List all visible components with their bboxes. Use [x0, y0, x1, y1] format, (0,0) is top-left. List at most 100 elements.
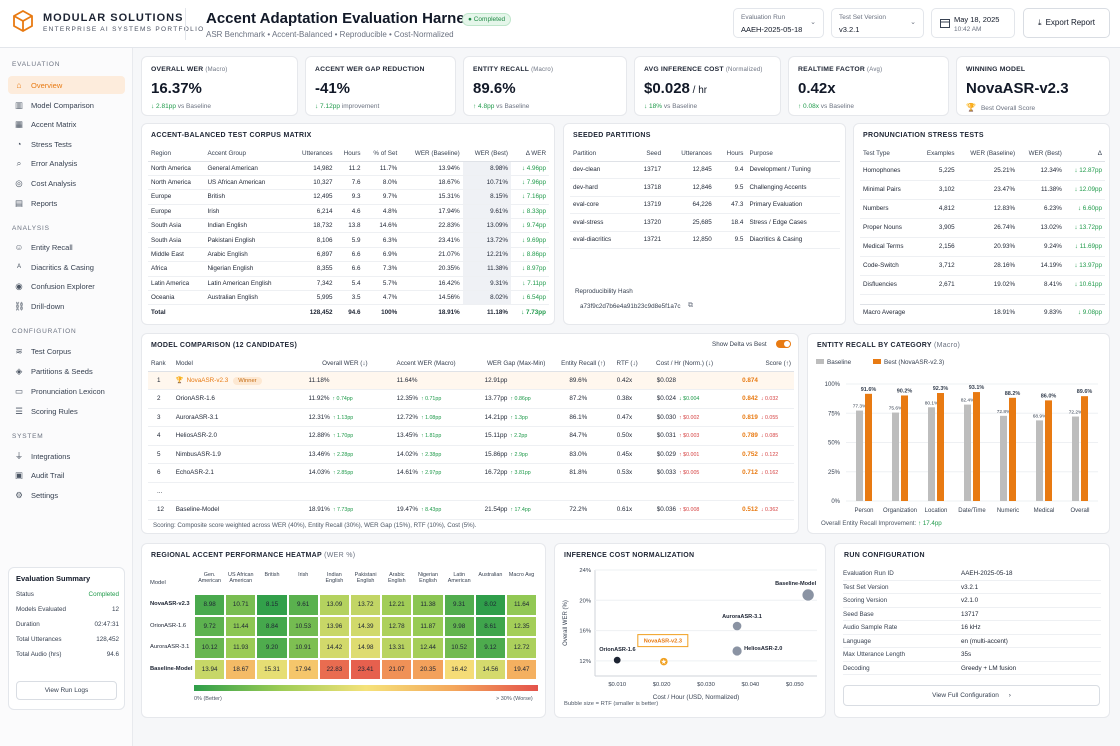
heatmap-cell[interactable]: 8.15	[256, 594, 288, 616]
sidebar-item-drill-down[interactable]: ⛓ Drill-down	[8, 297, 125, 315]
heatmap-cell[interactable]: 9.72	[194, 615, 226, 637]
sidebar-item-error-analysis[interactable]: ⌕ Error Analysis	[8, 154, 125, 172]
scatter-point[interactable]	[731, 620, 743, 632]
heatmap-cell[interactable]: 12.78	[381, 615, 413, 637]
date-picker[interactable]: May 18, 2025 10:42 AM	[931, 8, 1015, 38]
brand-name: MODULAR SOLUTIONS	[43, 12, 184, 24]
sidebar-item-overview[interactable]: ⌂ Overview	[8, 76, 125, 94]
heatmap-cell[interactable]: 11.87	[412, 615, 444, 637]
sidebar-item-settings[interactable]: ⚙ Settings	[8, 486, 125, 504]
scatter-point[interactable]	[613, 655, 622, 665]
scatter-point[interactable]	[801, 588, 815, 602]
model-row[interactable]: 2 OrionASR-1.6 11.92% ↑ 0.74pp 12.35% ↑ 0.71p…	[148, 389, 794, 409]
eval-run-select[interactable]: Evaluation Run AAEH-2025-05-18 ⌄	[733, 8, 824, 38]
heatmap-cell[interactable]: 10.53	[287, 615, 319, 637]
view-full-configuration-button[interactable]: View Full Configuration ›	[843, 685, 1100, 706]
model-row[interactable]: 3 AuroraASR-3.1 12.31% ↑ 1.13pp 12.72% ↑ 1.08…	[148, 408, 794, 427]
sidebar-item-integrations[interactable]: ⏚ Integrations	[8, 447, 125, 465]
cost-footnote: Bubble size = RTF (smaller is better)	[564, 701, 659, 707]
sidebar-item-audit-trail[interactable]: ▣ Audit Trail	[8, 466, 125, 484]
table-cell: Homophones	[860, 161, 918, 181]
heatmap-cell[interactable]: 10.91	[287, 637, 319, 659]
sidebar-item-stress-tests[interactable]: ◔ Stress Tests	[8, 135, 125, 153]
test-set-select[interactable]: Test Set Version v3.2.1 ⌄	[831, 8, 924, 38]
heatmap-cell[interactable]: 8.61	[474, 615, 506, 637]
heatmap-cell[interactable]: 22.83	[318, 658, 350, 680]
heatmap-cell[interactable]: 14.98	[350, 637, 382, 659]
heatmap-cell[interactable]: 13.96	[318, 615, 350, 637]
copy-icon[interactable]: ⧉	[688, 302, 693, 309]
scatter-point[interactable]	[731, 645, 743, 657]
heatmap-cell[interactable]: 11.44	[225, 615, 257, 637]
sidebar-item-scoring-rules[interactable]: ☰ Scoring Rules	[8, 402, 125, 420]
model-row[interactable]: 5 NimbusASR-1.9 13.46% ↑ 2.28pp 14.02% ↑ 2.38…	[148, 445, 794, 464]
model-row[interactable]: 4 HeliosASR-2.0 12.88% ↑ 1.70pp 13.45% ↑ 1.81…	[148, 426, 794, 446]
heatmap-cell[interactable]: 10.12	[194, 637, 226, 659]
heatmap-cell[interactable]: 10.52	[443, 637, 475, 659]
heatmap-cell[interactable]: 8.98	[194, 594, 226, 616]
heatmap-cell[interactable]: 21.07	[381, 658, 413, 680]
kpi-title-text: REALTIME FACTOR	[798, 66, 865, 73]
heatmap-cell[interactable]: 8.84	[256, 615, 288, 637]
heatmap-cell[interactable]: 13.31	[381, 637, 413, 659]
table-row: dev-clean 13717 12,845 9.4 Development / Tun…	[570, 161, 840, 179]
model-row[interactable]: 1 🏆 NovaASR-v2.3 Winner 11.18% 11.64% 12.91pp 8…	[148, 371, 794, 390]
heatmap-cell[interactable]: 12.21	[381, 594, 413, 616]
sidebar-item-reports[interactable]: ▤ Reports	[8, 194, 125, 212]
sidebar-item-diacritics-casing[interactable]: ᴬ Diacritics & Casing	[8, 258, 125, 276]
sidebar-item-cost-analysis[interactable]: ◎ Cost Analysis	[8, 174, 125, 192]
sidebar-item-entity-recall[interactable]: ☺ Entity Recall	[8, 238, 125, 256]
sidebar-item-confusion-explorer[interactable]: ◉ Confusion Explorer	[8, 277, 125, 295]
heatmap-cell-value: 18.67	[232, 665, 249, 673]
sidebar-item-partitions-seeds[interactable]: ◈ Partitions & Seeds	[8, 362, 125, 380]
heatmap-cell[interactable]: 8.02	[474, 594, 506, 616]
heatmap-cell[interactable]: 13.94	[194, 658, 226, 680]
heatmap-cell[interactable]: 19.47	[506, 658, 538, 680]
model-row[interactable]: ...	[148, 482, 794, 501]
sidebar-item-model-comparison[interactable]: ▥ Model Comparison	[8, 96, 125, 114]
heatmap-cell[interactable]: 9.61	[287, 594, 319, 616]
export-report-button[interactable]: ⤓ Export Report	[1023, 8, 1110, 38]
table-cell: 7.3%	[363, 261, 401, 277]
heatmap-cell[interactable]: 20.35	[412, 658, 444, 680]
heatmap-cell[interactable]: 13.72	[350, 594, 382, 616]
heatmap-cell[interactable]: 11.93	[225, 637, 257, 659]
heatmap-cell[interactable]: 12.44	[412, 637, 444, 659]
sidebar-item-test-corpus[interactable]: ≋ Test Corpus	[8, 342, 125, 360]
metric-cell: 11.92% ↑ 0.74pp	[282, 389, 371, 409]
heatmap-cell[interactable]: 15.31	[256, 658, 288, 680]
table-cell: 18.4	[714, 213, 747, 232]
scatter-point[interactable]	[659, 657, 669, 667]
heatmap-cell[interactable]: 14.42	[318, 637, 350, 659]
heatmap-cell[interactable]: 14.56	[474, 658, 506, 680]
table-cell: 5.9	[335, 232, 364, 248]
sidebar-item-accent-matrix[interactable]: ▦ Accent Matrix	[8, 115, 125, 133]
partitions-title: SEEDED PARTITIONS	[573, 132, 651, 139]
heatmap-cell[interactable]: 9.31	[443, 594, 475, 616]
kpi-value: $0.028 / hr	[644, 80, 707, 97]
heatmap-cell[interactable]: 11.64	[506, 594, 538, 616]
heatmap-cell[interactable]: 11.38	[412, 594, 444, 616]
heatmap-cell[interactable]: 13.09	[318, 594, 350, 616]
heatmap-cell[interactable]: 10.71	[225, 594, 257, 616]
heatmap-cell[interactable]: 14.39	[350, 615, 382, 637]
heatmap-cell[interactable]: 9.20	[256, 637, 288, 659]
x-tick-label: $0.010	[608, 682, 626, 688]
kpi-title-text: OVERALL WER	[151, 66, 204, 73]
heatmap-cell[interactable]: 12.35	[506, 615, 538, 637]
heatmap-cell[interactable]: 9.98	[443, 615, 475, 637]
view-run-logs-button[interactable]: View Run Logs	[16, 681, 117, 700]
heatmap-cell[interactable]: 16.42	[443, 658, 475, 680]
rtf-cell: 0.53x	[608, 463, 641, 483]
heatmap-cell[interactable]: 9.12	[474, 637, 506, 659]
delta-toggle[interactable]	[776, 340, 791, 348]
model-row[interactable]: 12 Baseline-Model 18.91% ↑ 7.73pp 19.47% ↑ 8.…	[148, 500, 794, 520]
model-row[interactable]: 6 EchoASR-2.1 14.03% ↑ 2.85pp 14.61% ↑ 2.97pp…	[148, 463, 794, 483]
metric-value: 11.92%	[308, 395, 330, 403]
heatmap-cell[interactable]: 18.67	[225, 658, 257, 680]
table-cell: 28.16%	[957, 256, 1019, 276]
heatmap-cell[interactable]: 12.72	[506, 637, 538, 659]
heatmap-cell[interactable]: 17.94	[287, 658, 319, 680]
sidebar-item-pronunciation-lexicon[interactable]: ▭ Pronunciation Lexicon	[8, 382, 125, 400]
heatmap-cell[interactable]: 23.41	[350, 658, 382, 680]
